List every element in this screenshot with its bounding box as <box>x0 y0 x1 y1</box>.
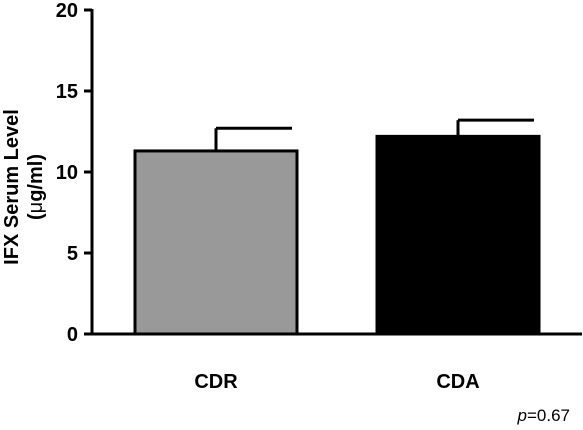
bar-cda <box>375 134 541 336</box>
y-axis-title: IFX Serum Level (μg/ml) <box>1 109 47 265</box>
y-axis-title-line1: IFX Serum Level <box>1 109 23 265</box>
y-tick-label: 5 <box>67 243 78 265</box>
y-tick-label: 15 <box>56 81 78 103</box>
x-category-label-cda: CDA <box>436 371 479 393</box>
y-tick-label: 20 <box>56 0 78 22</box>
labels: 0 5 10 15 20 CDR CDA <box>56 0 480 393</box>
bars <box>133 118 541 336</box>
p-value-annotation: p=0.67 <box>517 406 570 425</box>
y-axis-title-line2: (μg/ml) <box>25 154 47 220</box>
y-tick-label: 0 <box>67 324 78 346</box>
p-value-symbol: p <box>517 406 527 425</box>
x-category-label-cdr: CDR <box>194 371 238 393</box>
bar-cdr <box>133 149 299 336</box>
y-tick-label: 10 <box>56 162 78 184</box>
p-value-number: =0.67 <box>527 406 570 425</box>
y-axis-title-mu: μ <box>25 202 47 214</box>
y-axis-title-unit: g/ml) <box>25 154 47 202</box>
